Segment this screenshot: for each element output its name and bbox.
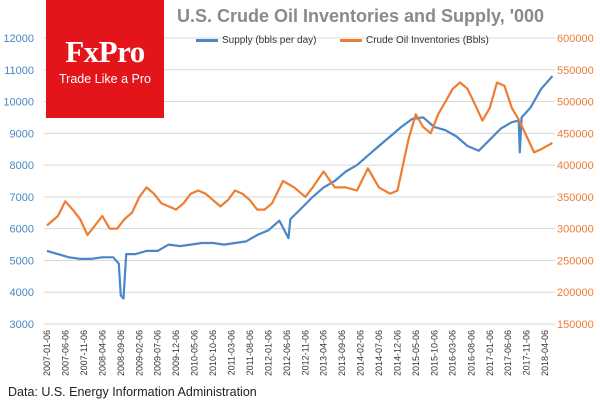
logo-wordmark: FxPro bbox=[65, 34, 145, 69]
left-tick-label-8: 11000 bbox=[4, 65, 34, 77]
x-tick-label-3: 2008-04-06 bbox=[97, 330, 107, 376]
legend-label-inventories: Crude Oil Inventories (Bbls) bbox=[366, 35, 489, 46]
x-tick-label-0: 2007-01-06 bbox=[42, 330, 52, 376]
left-tick-label-3: 6000 bbox=[10, 224, 34, 236]
data-source-note: Data: U.S. Energy Information Administra… bbox=[8, 385, 257, 399]
left-axis-ticks: 3000 4000 5000 6000 7000 8000 9000 10000 11000 12… bbox=[3, 33, 34, 331]
x-tick-label-27: 2018-04-06 bbox=[540, 330, 550, 376]
legend-swatch-supply bbox=[196, 38, 218, 42]
legend-swatch-inventories bbox=[340, 38, 362, 42]
legend-supply: Supply (bbls per day) bbox=[196, 35, 317, 46]
right-tick-label-0: 150000 bbox=[557, 319, 594, 331]
left-tick-label-6: 9000 bbox=[10, 128, 34, 140]
series-line-inventories bbox=[46, 81, 553, 237]
logo-tagline: Trade Like a Pro bbox=[59, 72, 151, 86]
x-tick-label-21: 2015-10-06 bbox=[429, 330, 439, 376]
series-line-supply bbox=[46, 75, 554, 300]
right-tick-label-8: 550000 bbox=[557, 65, 594, 77]
x-tick-label-23: 2016-08-06 bbox=[466, 330, 476, 376]
x-tick-label-2: 2007-11-06 bbox=[79, 330, 89, 375]
right-tick-label-1: 200000 bbox=[557, 287, 594, 299]
x-tick-label-14: 2012-11-06 bbox=[300, 330, 310, 375]
fxpro-logo: FxPro Trade Like a Pro bbox=[46, 0, 164, 118]
x-tick-label-16: 2013-09-06 bbox=[337, 330, 347, 376]
x-tick-label-17: 2014-02-06 bbox=[356, 330, 366, 376]
x-tick-label-20: 2015-05-06 bbox=[411, 330, 421, 376]
x-tick-label-18: 2014-07-06 bbox=[374, 330, 384, 376]
x-axis-ticks: 2007-01-06 2007-06-06 2007-11-06 2008-04-06… bbox=[42, 330, 550, 376]
x-tick-label-1: 2007-06-06 bbox=[60, 330, 70, 376]
x-tick-label-25: 2017-06-06 bbox=[503, 330, 513, 376]
x-tick-label-7: 2009-12-06 bbox=[171, 330, 181, 376]
legend-inventories: Crude Oil Inventories (Bbls) bbox=[340, 35, 489, 46]
x-tick-label-13: 2012-06-06 bbox=[282, 330, 292, 376]
right-tick-label-7: 500000 bbox=[557, 97, 594, 109]
x-tick-label-22: 2016-03-06 bbox=[448, 330, 458, 376]
x-tick-label-15: 2013-04-06 bbox=[319, 330, 329, 376]
right-tick-label-9: 600000 bbox=[557, 33, 594, 45]
left-tick-label-7: 10000 bbox=[3, 97, 34, 109]
x-tick-label-9: 2010-10-06 bbox=[208, 330, 218, 376]
left-tick-label-5: 8000 bbox=[10, 160, 34, 172]
right-tick-label-5: 400000 bbox=[557, 160, 594, 172]
left-tick-label-2: 5000 bbox=[10, 255, 34, 267]
right-tick-label-2: 250000 bbox=[557, 255, 594, 267]
x-tick-label-6: 2009-07-06 bbox=[153, 330, 163, 376]
right-tick-label-4: 350000 bbox=[557, 192, 594, 204]
left-tick-label-1: 4000 bbox=[10, 287, 34, 299]
x-tick-label-5: 2009-02-06 bbox=[134, 330, 144, 376]
x-tick-label-19: 2014-12-06 bbox=[392, 330, 402, 376]
x-tick-label-11: 2011-08-06 bbox=[245, 330, 255, 375]
left-tick-label-0: 3000 bbox=[10, 319, 34, 331]
series-lines bbox=[46, 75, 554, 300]
x-tick-label-24: 2017-01-06 bbox=[485, 330, 495, 376]
x-tick-label-26: 2017-11-06 bbox=[522, 330, 532, 375]
right-tick-label-6: 450000 bbox=[557, 128, 594, 140]
x-tick-label-4: 2008-09-06 bbox=[116, 330, 126, 376]
right-axis-ticks: 150000 200000 250000 300000 350000 400000 4500… bbox=[557, 33, 594, 331]
left-tick-label-9: 12000 bbox=[3, 33, 34, 45]
x-tick-label-10: 2011-03-06 bbox=[226, 330, 236, 375]
legend-label-supply: Supply (bbls per day) bbox=[222, 35, 317, 46]
x-tick-label-8: 2010-05-06 bbox=[189, 330, 199, 376]
gridlines bbox=[44, 37, 555, 325]
left-tick-label-4: 7000 bbox=[10, 192, 34, 204]
right-tick-label-3: 300000 bbox=[557, 224, 594, 236]
x-tick-label-12: 2012-01-06 bbox=[263, 330, 273, 376]
chart-title: U.S. Crude Oil Inventories and Supply, '… bbox=[177, 6, 545, 26]
